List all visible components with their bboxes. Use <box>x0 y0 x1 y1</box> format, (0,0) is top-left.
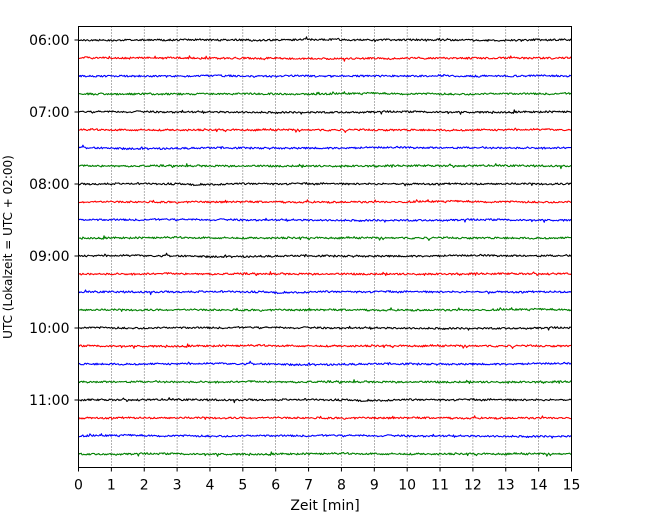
trace-line <box>78 415 572 421</box>
trace-line <box>78 163 572 170</box>
x-tick-label: 4 <box>206 478 215 494</box>
trace-line <box>78 397 572 404</box>
trace-line <box>78 307 572 312</box>
x-tick-label: 8 <box>337 478 346 494</box>
trace-line <box>78 235 572 241</box>
trace-line <box>78 379 572 385</box>
trace-line <box>78 360 572 367</box>
x-tick-label: 6 <box>271 478 280 494</box>
x-tick-label: 11 <box>431 478 449 494</box>
x-tick-label: 0 <box>74 478 83 494</box>
trace-line <box>78 109 572 115</box>
trace-line <box>78 36 572 42</box>
x-tick-label: 2 <box>140 478 149 494</box>
x-tick-label: 13 <box>497 478 515 494</box>
y-tick-label: 09:00 <box>29 249 69 265</box>
x-tick-label: 12 <box>464 478 482 494</box>
x-tick-label: 14 <box>530 478 548 494</box>
trace-line <box>78 127 572 133</box>
y-tick-label: 07:00 <box>29 105 69 121</box>
x-tick-label: 3 <box>173 478 182 494</box>
trace-line <box>78 182 572 187</box>
x-tick-label: 10 <box>398 478 416 494</box>
plot-frame <box>78 26 572 468</box>
trace-line <box>78 325 572 331</box>
y-tick-label: 06:00 <box>29 33 69 49</box>
trace-line <box>78 271 572 277</box>
y-axis-label: UTC (Lokalzeit = UTC + 02:00) <box>1 155 15 339</box>
y-axis: 06:00 07:00 08:00 09:00 10:00 11:00 <box>29 33 79 409</box>
x-tick-label: 9 <box>370 478 379 494</box>
trace-line <box>78 252 572 259</box>
trace-line <box>78 433 572 439</box>
trace-layer <box>78 36 572 457</box>
trace-line <box>78 144 572 151</box>
x-axis: 0 1 2 3 4 5 6 7 8 9 10 11 12 13 14 15 <box>74 467 581 494</box>
trace-line <box>78 217 572 223</box>
y-tick-label: 11:00 <box>29 393 69 409</box>
trace-line <box>78 343 572 349</box>
x-tick-label: 15 <box>563 478 581 494</box>
y-tick-label: 08:00 <box>29 177 69 193</box>
trace-line <box>78 91 572 96</box>
trace-line <box>78 73 572 78</box>
x-tick-label: 7 <box>304 478 313 494</box>
trace-line <box>78 451 572 457</box>
x-tick-label: 1 <box>107 478 116 494</box>
y-tick-label: 10:00 <box>29 321 69 337</box>
trace-line <box>78 289 572 296</box>
x-axis-label: Zeit [min] <box>290 498 359 514</box>
trace-line <box>78 55 572 62</box>
x-tick-label: 5 <box>238 478 247 494</box>
trace-line <box>78 199 572 204</box>
